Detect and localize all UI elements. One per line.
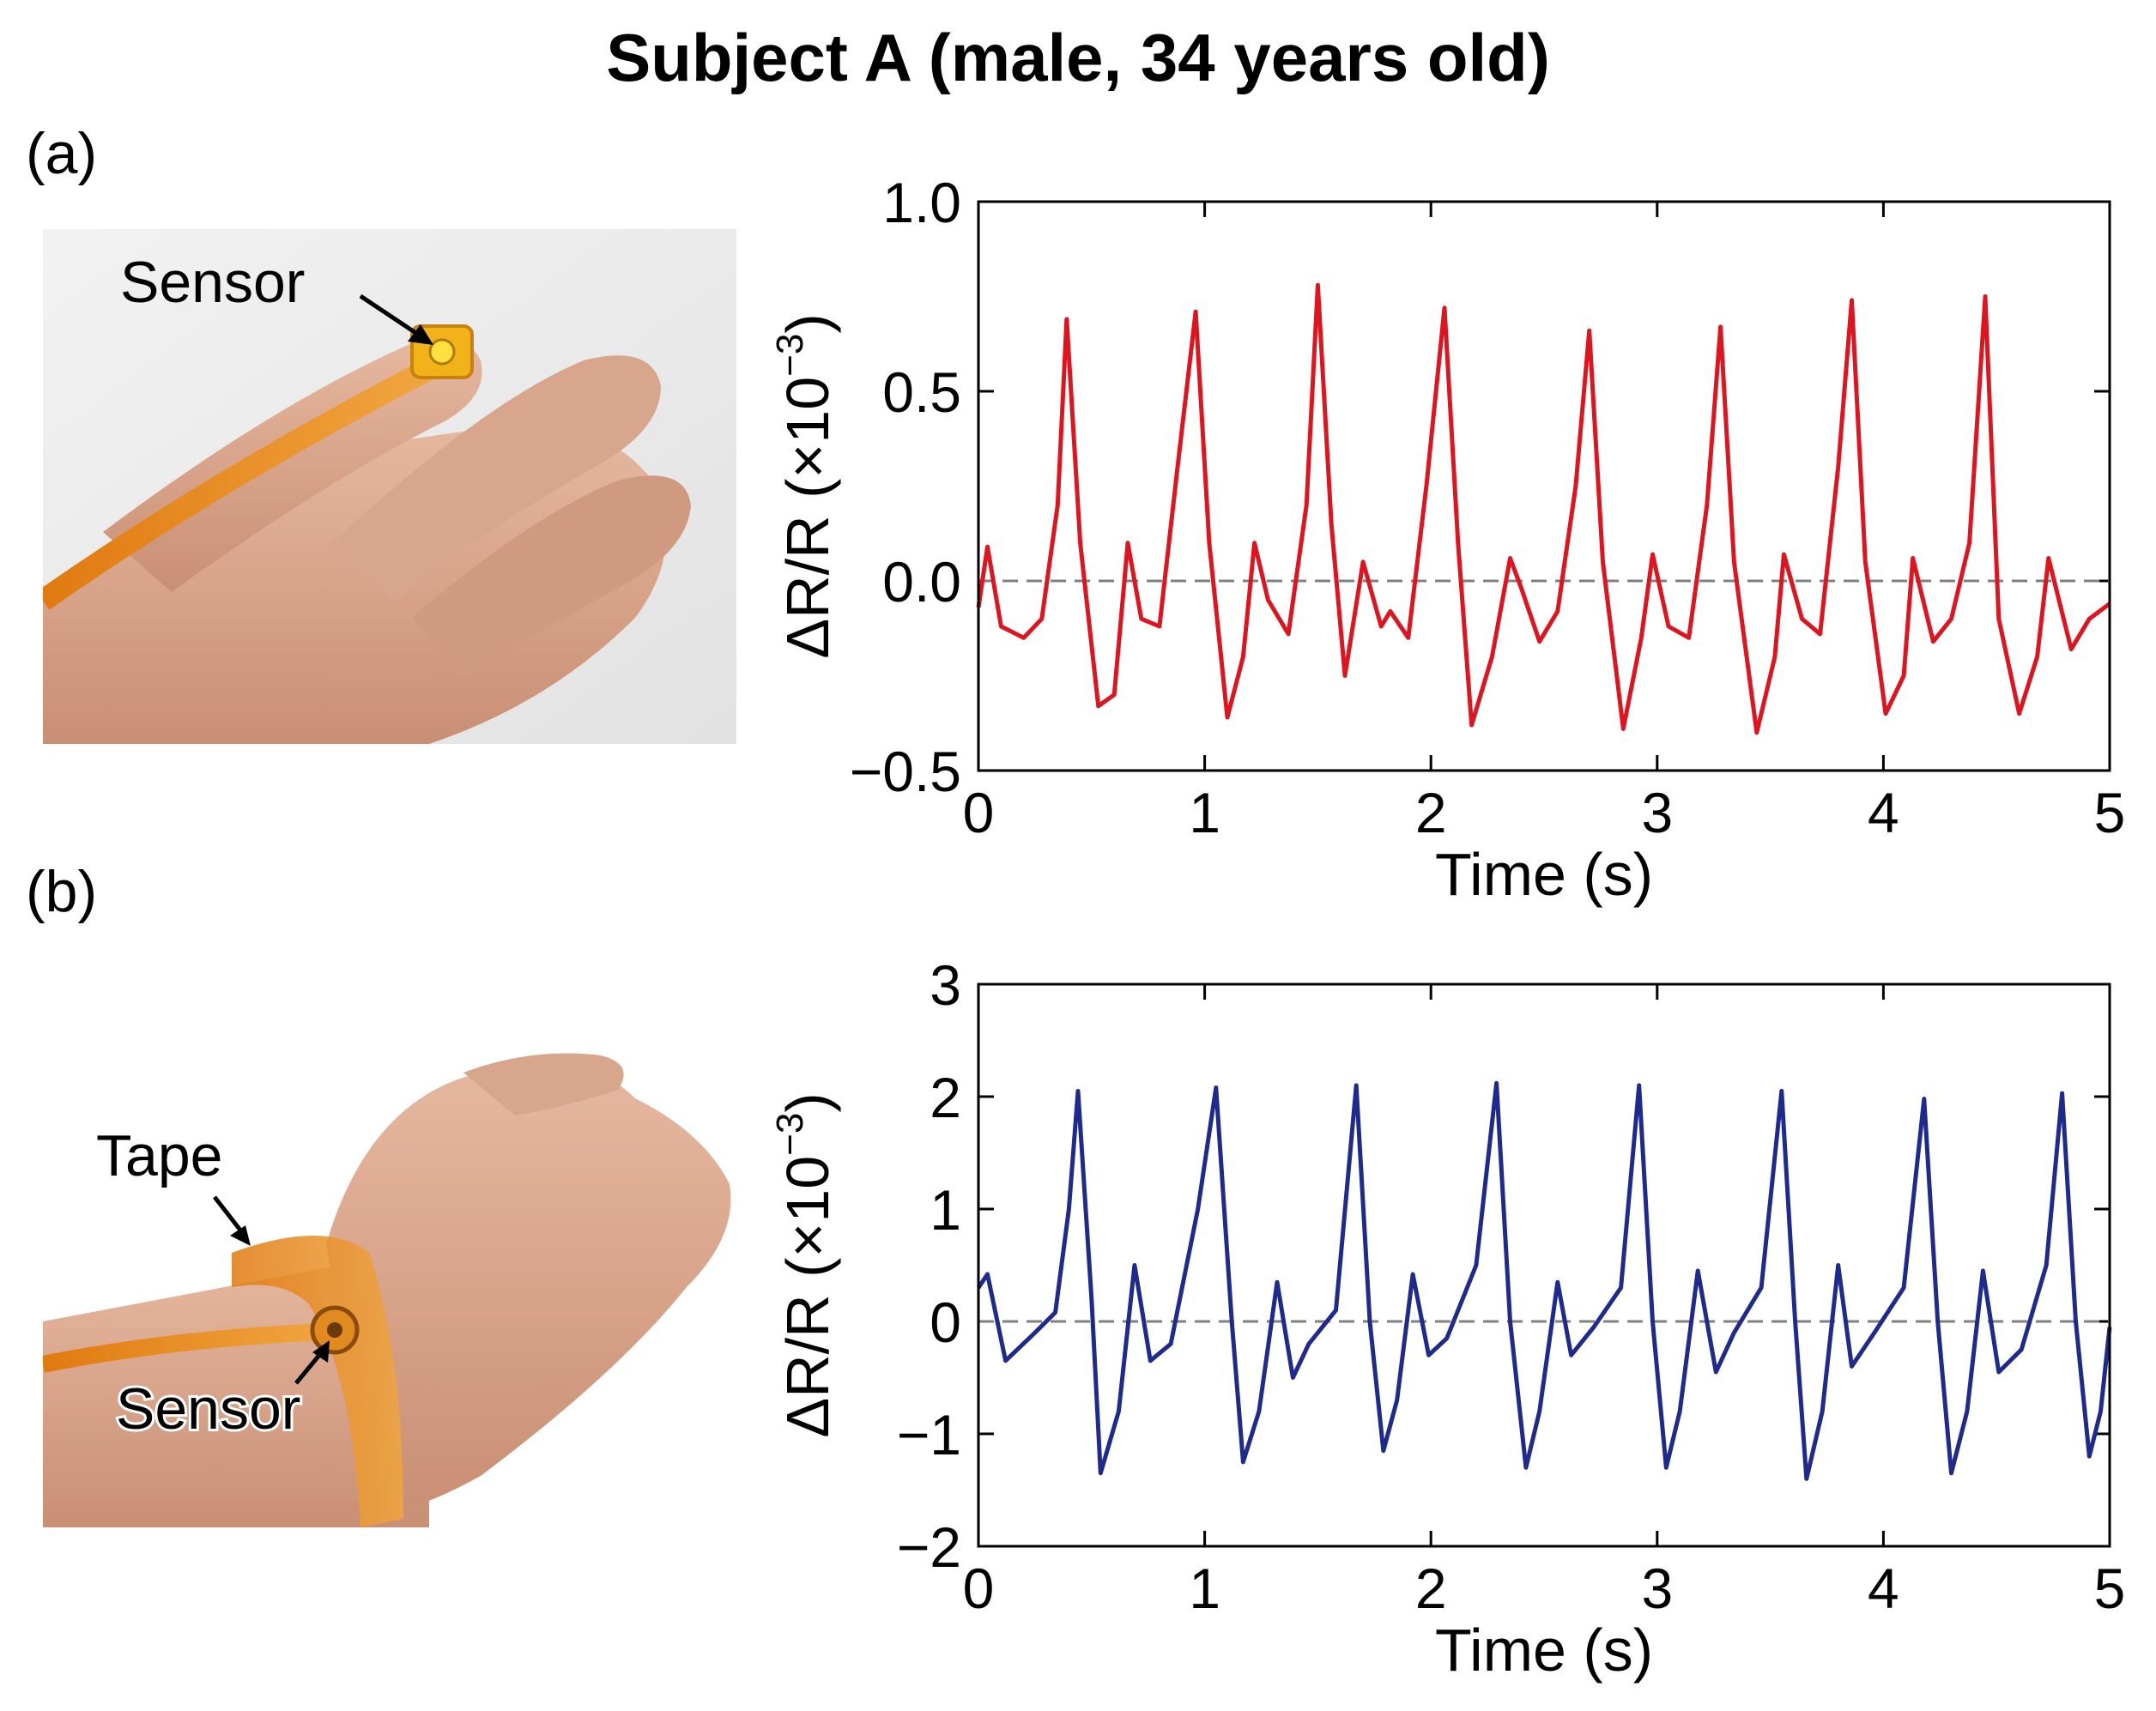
- chart-a-ylabel-exp: −3: [769, 334, 811, 377]
- callout-arrowhead-sensor-b: [312, 1340, 330, 1363]
- wrist-photo: Tape Sensor: [43, 978, 736, 1527]
- wrist-cable: [43, 1323, 327, 1373]
- chart-a-frame: [977, 200, 2111, 772]
- chart-b-xtick-label: 0: [963, 1557, 995, 1620]
- chart-a-xtick-label: 5: [2094, 781, 2126, 844]
- chart-b-ylabel-exp: −3: [769, 1113, 811, 1156]
- finger-photo: Sensor: [43, 229, 736, 744]
- chart-b-ytick-label: 2: [930, 1066, 961, 1129]
- chart-b-xlabel: Time (s): [1435, 1617, 1653, 1684]
- chart-b-ytick-label: −2: [897, 1515, 961, 1579]
- thumb-shape: [463, 1053, 624, 1115]
- chart-a-xtick-label: 2: [1415, 781, 1447, 844]
- chart-b-tick-labels: 0 1 2 3 4 5 −2 −1 0 1 2 3: [897, 953, 2126, 1620]
- chart-a: 0 1 2 3 4 5 −0.5 0.0 0.5 1.0 Time (s) ΔR/R (×10−3…: [769, 171, 2125, 908]
- chart-a-ytick-label: −0.5: [850, 740, 961, 803]
- chart-b-xtick-label: 2: [1415, 1557, 1447, 1620]
- chart-a-xtick-label: 0: [963, 781, 995, 844]
- chart-a-ytick-label: 0.0: [882, 550, 961, 614]
- callout-sensor-a: Sensor: [120, 250, 305, 315]
- chart-a-ylabel-suffix: ): [774, 313, 841, 333]
- chart-b-ylabel-suffix: ): [774, 1092, 841, 1112]
- sensor-dot-a: [428, 338, 456, 366]
- chart-b-ylabel: ΔR/R (×10−3): [769, 1092, 841, 1437]
- chart-a-ytick-label: 1.0: [882, 171, 961, 234]
- sensor-dot-b: [327, 1322, 342, 1338]
- chart-a-ylabel: ΔR/R (×10−3): [769, 313, 841, 658]
- chart-b: 0 1 2 3 4 5 −2 −1 0 1 2 3 Time (s) ΔR/R (×10−3): [769, 953, 2125, 1684]
- figure-title: Subject A (male, 34 years old): [606, 20, 1550, 95]
- chart-b-ytick-label: −1: [897, 1403, 961, 1466]
- panel-label-a: (a): [26, 121, 98, 186]
- chart-b-ytick-label: 3: [930, 953, 961, 1017]
- callout-arrow-a: [359, 293, 427, 342]
- chart-b-xtick-label: 4: [1868, 1557, 1899, 1620]
- chart-b-xtick-label: 1: [1189, 1557, 1220, 1620]
- finger-cable: [43, 359, 434, 610]
- chart-a-xtick-label: 3: [1641, 781, 1673, 844]
- chart-a-xtick-label: 4: [1868, 781, 1899, 844]
- chart-a-xlabel: Time (s): [1435, 841, 1653, 908]
- chart-a-tick-labels: 0 1 2 3 4 5 −0.5 0.0 0.5 1.0: [850, 171, 2126, 844]
- chart-b-xtick-label: 3: [1641, 1557, 1673, 1620]
- chart-a-xtick-label: 1: [1189, 781, 1220, 844]
- chart-b-frame: [977, 982, 2111, 1548]
- chart-a-ytick-label: 0.5: [882, 360, 961, 424]
- callout-arrowhead-a: [408, 324, 433, 345]
- chart-b-xtick-label: 5: [2094, 1557, 2126, 1620]
- chart-b-ticks: [977, 982, 2111, 1548]
- hand-shape: [326, 1064, 731, 1512]
- chart-a-ylabel-prefix: ΔR/R (×10: [774, 377, 841, 659]
- callout-arrow-tape: [213, 1195, 246, 1237]
- callout-sensor-b: Sensor: [116, 1376, 300, 1442]
- wrist-tape: [232, 1236, 403, 1527]
- chart-b-ytick-label: 0: [930, 1291, 961, 1354]
- chart-b-ylabel-prefix: ΔR/R (×10: [774, 1156, 841, 1438]
- callout-tape-b: Tape: [96, 1123, 222, 1188]
- callout-arrowhead-tape: [230, 1225, 251, 1246]
- chart-b-ytick-label: 1: [930, 1178, 961, 1242]
- chart-a-ticks: [977, 200, 2111, 772]
- panel-label-b: (b): [26, 859, 98, 924]
- chart-b-series-line: [976, 1080, 2112, 1481]
- ring-finger: [412, 475, 691, 678]
- chart-a-series-line: [976, 282, 2111, 735]
- middle-finger: [326, 355, 661, 601]
